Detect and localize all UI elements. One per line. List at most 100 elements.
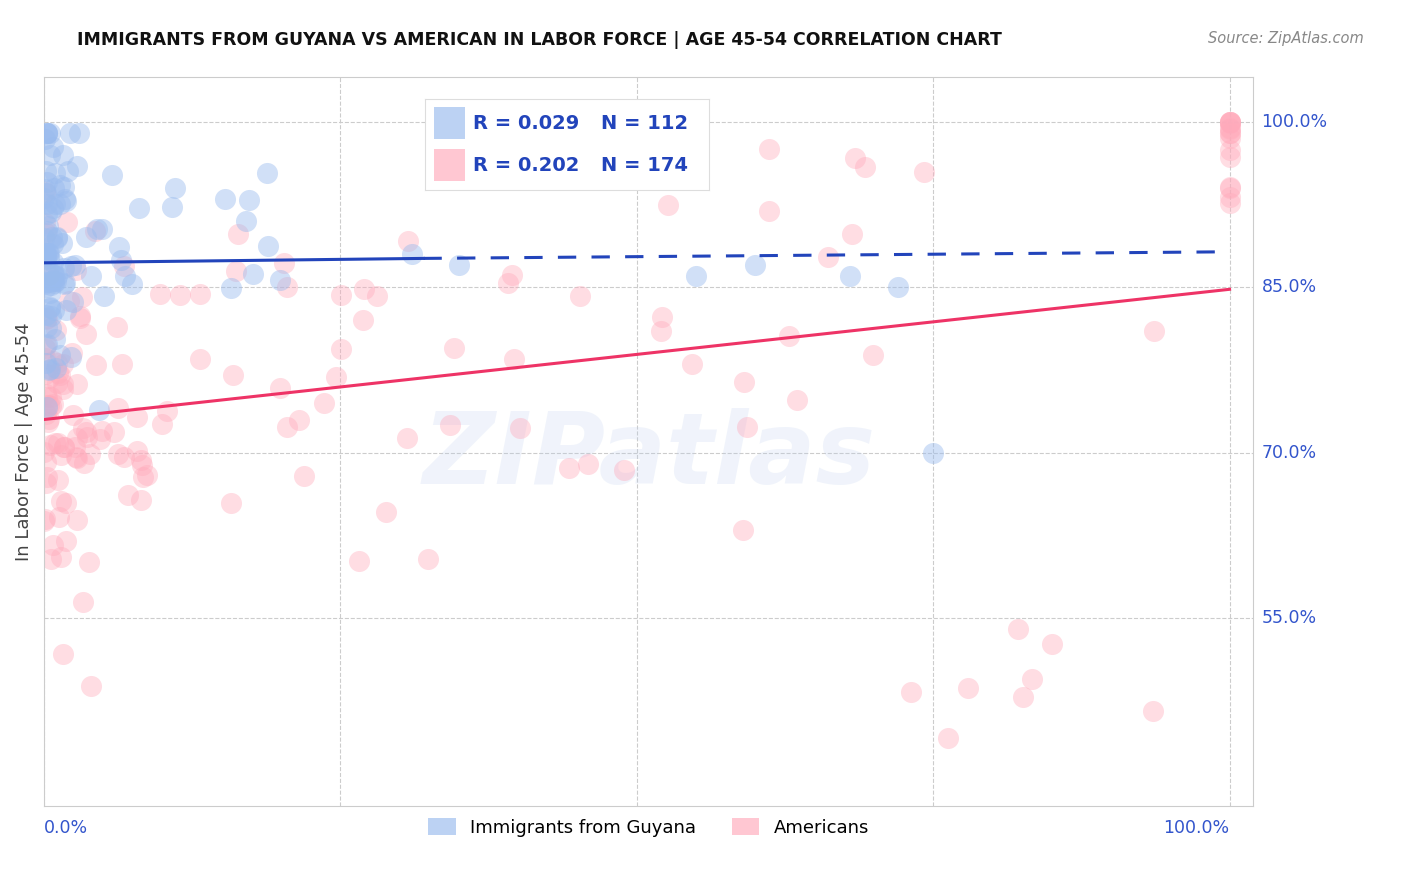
Point xyxy=(114,269,136,284)
Point xyxy=(558,461,581,475)
Point xyxy=(46,269,69,284)
Point xyxy=(685,268,707,283)
Point xyxy=(817,250,839,264)
Point xyxy=(443,341,465,355)
Point xyxy=(66,376,89,391)
Point xyxy=(613,462,636,476)
Point xyxy=(45,274,67,288)
Point xyxy=(228,227,250,242)
Point xyxy=(51,235,73,250)
Point xyxy=(416,552,439,566)
Point xyxy=(66,450,89,465)
Point xyxy=(60,350,83,364)
Point xyxy=(80,679,103,693)
Point xyxy=(219,496,242,510)
Point xyxy=(34,476,56,491)
Point xyxy=(52,382,75,396)
Point xyxy=(149,287,172,301)
Point xyxy=(103,425,125,439)
Point xyxy=(936,731,959,746)
Point xyxy=(188,351,211,366)
Point xyxy=(1219,127,1241,141)
Point xyxy=(1007,622,1029,636)
Point xyxy=(35,398,58,412)
Point xyxy=(55,194,77,209)
Point xyxy=(38,300,60,314)
Text: Source: ZipAtlas.com: Source: ZipAtlas.com xyxy=(1208,31,1364,46)
Point xyxy=(1219,126,1241,140)
Point xyxy=(37,219,59,234)
Point xyxy=(35,226,58,240)
Point xyxy=(256,166,278,180)
Point xyxy=(150,417,173,432)
Point xyxy=(34,351,56,365)
Point xyxy=(38,126,60,140)
Point xyxy=(69,310,91,324)
Point xyxy=(366,288,388,302)
Point xyxy=(84,224,107,238)
Point xyxy=(758,204,780,219)
Point xyxy=(35,197,58,211)
Point xyxy=(75,327,97,342)
Point xyxy=(91,424,114,438)
Point xyxy=(395,431,418,445)
Point xyxy=(42,276,65,290)
Point xyxy=(107,401,129,415)
Point xyxy=(53,192,76,206)
Point xyxy=(37,207,59,221)
Point xyxy=(276,280,298,294)
Point xyxy=(62,408,84,422)
Point xyxy=(1219,150,1241,164)
Point xyxy=(65,513,87,527)
Point xyxy=(44,196,66,211)
Point xyxy=(39,278,62,293)
Text: 100.0%: 100.0% xyxy=(1261,112,1327,130)
Point xyxy=(48,510,70,524)
Point xyxy=(778,329,800,343)
Point xyxy=(156,403,179,417)
Point xyxy=(329,288,352,302)
Point xyxy=(131,458,153,472)
Point xyxy=(34,387,56,401)
Point xyxy=(105,319,128,334)
Point xyxy=(49,178,72,192)
Point xyxy=(569,289,592,303)
Point xyxy=(163,181,186,195)
Point xyxy=(117,488,139,502)
Point xyxy=(53,277,76,291)
Text: 85.0%: 85.0% xyxy=(1261,278,1317,296)
Point xyxy=(107,447,129,461)
Point xyxy=(42,274,65,288)
Point xyxy=(912,165,935,179)
Point xyxy=(1219,115,1241,129)
Point xyxy=(439,417,461,432)
Point xyxy=(52,648,75,662)
Text: 100.0%: 100.0% xyxy=(1163,819,1230,837)
Point xyxy=(1219,143,1241,157)
Point xyxy=(509,421,531,435)
Point xyxy=(35,320,58,334)
Point xyxy=(63,440,86,454)
Point xyxy=(90,222,112,236)
Point xyxy=(111,357,134,371)
Point xyxy=(162,200,184,214)
Point xyxy=(222,368,245,383)
Point xyxy=(1219,131,1241,145)
Point xyxy=(841,227,863,242)
Point xyxy=(1219,115,1241,129)
Point xyxy=(41,230,63,244)
Point xyxy=(447,258,470,272)
Point xyxy=(37,400,59,414)
Point xyxy=(66,159,89,173)
Point xyxy=(65,450,87,464)
Point xyxy=(576,457,599,471)
Point xyxy=(55,534,77,549)
Point xyxy=(1219,189,1241,203)
Point xyxy=(39,204,62,219)
Point xyxy=(39,362,62,376)
Y-axis label: In Labor Force | Age 45-54: In Labor Force | Age 45-54 xyxy=(15,322,32,561)
Point xyxy=(900,684,922,698)
Point xyxy=(49,368,72,383)
Text: IMMIGRANTS FROM GUYANA VS AMERICAN IN LABOR FORCE | AGE 45-54 CORRELATION CHART: IMMIGRANTS FROM GUYANA VS AMERICAN IN LA… xyxy=(77,31,1002,49)
Point xyxy=(41,265,63,279)
